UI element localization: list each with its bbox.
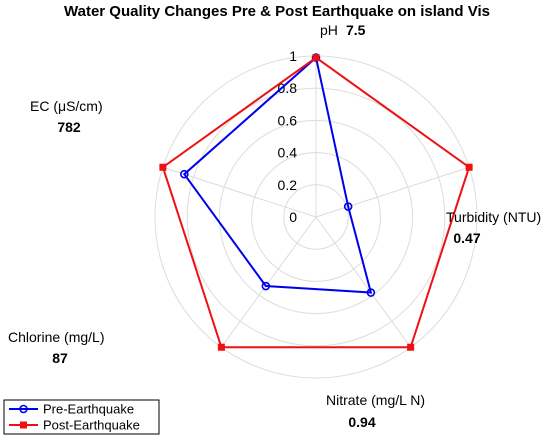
series-point-0-1 xyxy=(343,202,353,211)
radial-tick-label: 0.8 xyxy=(278,80,298,96)
axis-labels: pH 7.5 Turbidity (NTU) 0.47 Nitrate (mg/L N)… xyxy=(8,22,541,430)
series-point-1-1 xyxy=(465,163,473,171)
axis-label-3: Chlorine (mg/L) xyxy=(8,329,104,345)
series-point-1-4 xyxy=(159,163,167,171)
radial-tick-label: 0.2 xyxy=(278,177,298,193)
grid-spoke-1 xyxy=(315,166,470,218)
axis-label-2: Nitrate (mg/L N) xyxy=(326,392,425,408)
grid-spoke-2 xyxy=(315,216,412,348)
series-point-0-2 xyxy=(366,288,376,297)
series-line-1 xyxy=(161,56,471,349)
legend-box xyxy=(3,399,160,435)
axis-label-0: pH xyxy=(320,22,338,38)
series-point-1-0 xyxy=(312,54,320,62)
axis-max-label-0: 7.5 xyxy=(346,22,366,38)
grid-spoke-3 xyxy=(220,216,317,348)
series-point-0-4 xyxy=(180,169,189,179)
radial-ticks: 0 0.2 0.4 0.6 0.8 1 xyxy=(278,48,298,225)
axis-label-1: Turbidity (NTU) xyxy=(446,209,541,225)
legend-marker-1 xyxy=(20,421,27,429)
radar-series xyxy=(159,53,473,351)
legend-marker-0 xyxy=(19,404,28,414)
radar-grid xyxy=(154,55,478,379)
radial-tick-label: 0 xyxy=(289,209,297,225)
radial-tick-label: 1 xyxy=(289,48,297,64)
series-point-1-2 xyxy=(407,343,415,351)
radial-tick-label: 0.6 xyxy=(278,112,298,128)
legend-label-0: Pre-Earthquake xyxy=(43,402,134,417)
axis-max-label-1: 0.47 xyxy=(453,230,480,246)
series-line-0 xyxy=(182,55,373,294)
legend-label-1: Post-Earthquake xyxy=(43,418,140,433)
chart-title: Water Quality Changes Pre & Post Earthqu… xyxy=(64,3,490,20)
series-point-0-3 xyxy=(261,281,271,291)
axis-label-4: EC (μS/cm) xyxy=(30,98,103,114)
axis-max-label-4: 782 xyxy=(57,119,81,135)
radial-tick-label: 0.4 xyxy=(278,145,298,161)
axis-max-label-2: 0.94 xyxy=(348,414,375,430)
axis-max-label-3: 87 xyxy=(52,350,68,366)
series-point-1-3 xyxy=(217,343,225,351)
